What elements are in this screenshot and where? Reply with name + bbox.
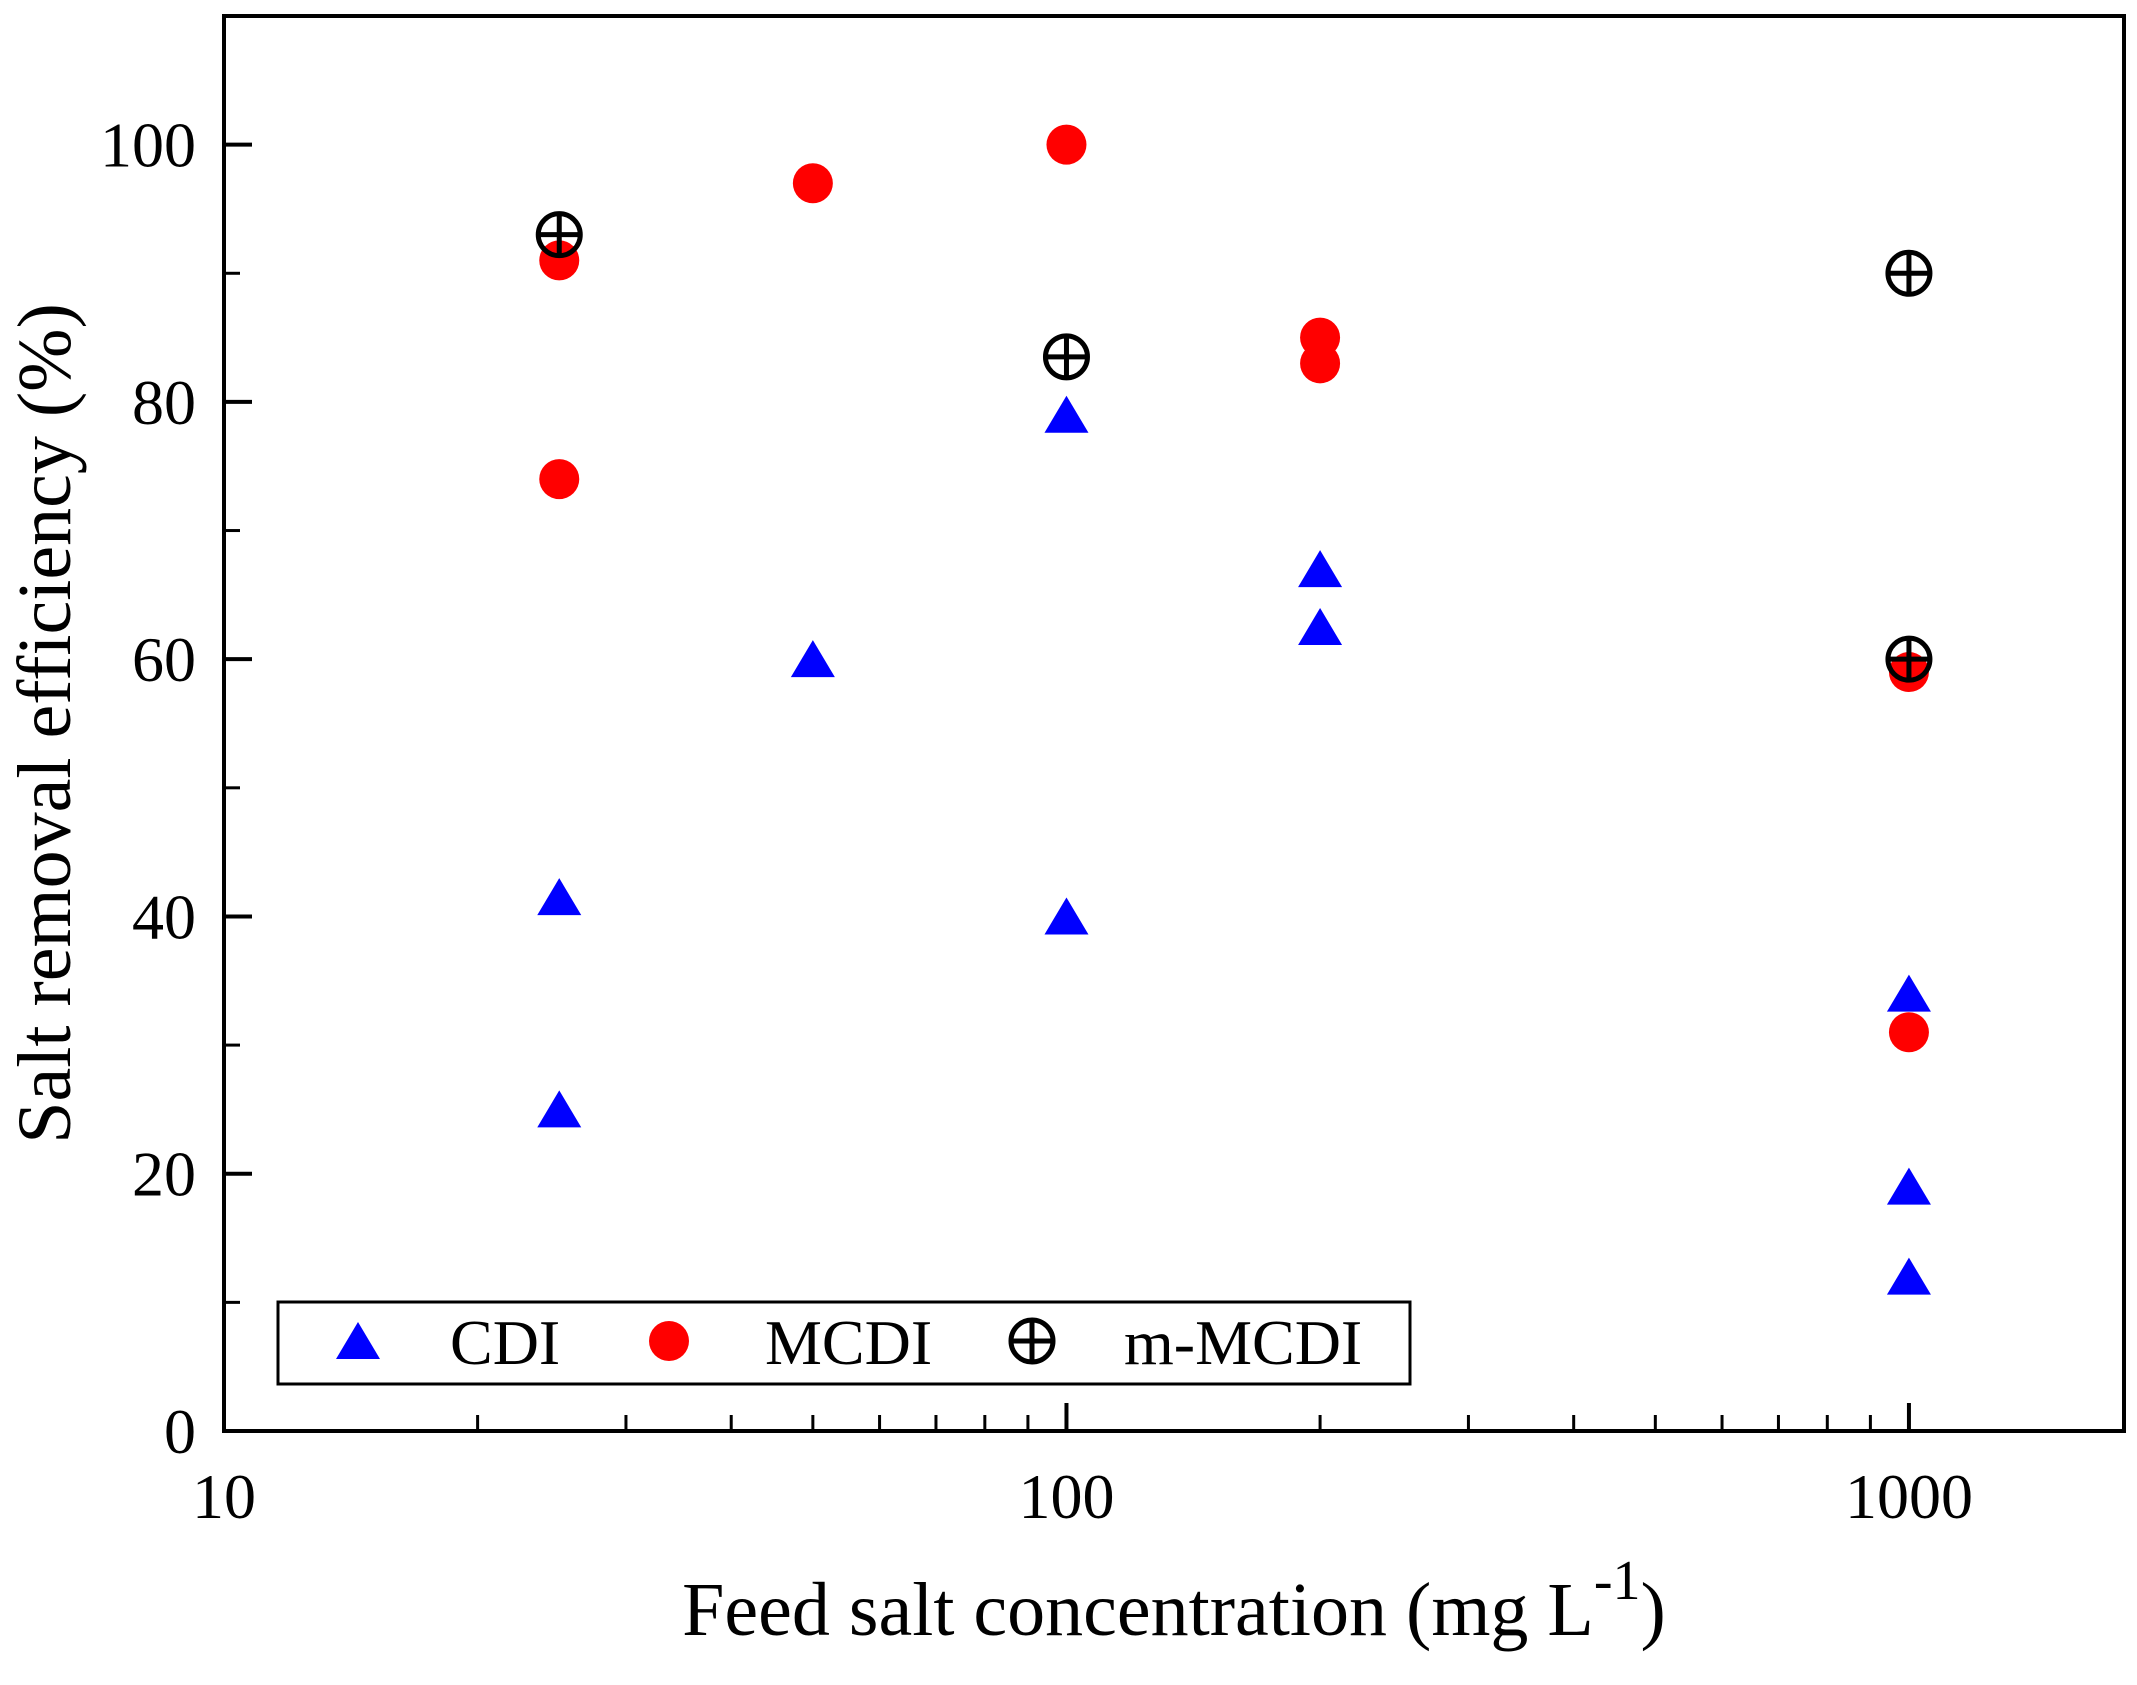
mcdi-point (1300, 343, 1341, 384)
x-tick-label: 100 (1018, 1461, 1114, 1532)
x-tick-label: 10 (192, 1461, 256, 1532)
y-axis-title: Salt removal efficiency (%) (3, 303, 87, 1144)
cdi-point (1886, 1167, 1931, 1205)
mcdi-point (539, 459, 580, 500)
axis-ticks (222, 142, 1911, 1433)
legend-box (276, 1300, 1412, 1386)
legend-cdi-label: CDI (450, 1307, 560, 1378)
axis-tick-labels: 10 100 1000 0 20 40 60 80 100 (100, 110, 1973, 1532)
cdi-point (790, 640, 835, 678)
legend-items: CDI MCDI m-MCDI (336, 1307, 1362, 1378)
cdi-point (1044, 897, 1089, 935)
cdi-point (1044, 395, 1089, 433)
cdi-point (537, 1090, 582, 1128)
cdi-point (1298, 608, 1343, 646)
legend-mcdi-marker (649, 1321, 689, 1361)
cdi-point (537, 878, 582, 916)
m-mcdi-point (535, 211, 583, 259)
legend-cdi-marker (336, 1322, 380, 1359)
legend: CDI MCDI m-MCDI (276, 1300, 1412, 1386)
m-mcdi-point (1885, 635, 1933, 683)
legend-m-mcdi-marker (1008, 1317, 1056, 1365)
y-tick-label: 0 (164, 1396, 196, 1467)
y-tick-label: 40 (132, 881, 196, 952)
mcdi-point (1046, 124, 1087, 165)
legend-mcdi-label: MCDI (765, 1307, 932, 1378)
m-mcdi-point (1885, 249, 1933, 297)
y-tick-label: 100 (100, 110, 196, 181)
x-tick-label: 1000 (1845, 1461, 1973, 1532)
y-tick-label: 20 (132, 1139, 196, 1210)
cdi-point (1298, 550, 1343, 588)
y-tick-label: 60 (132, 624, 196, 695)
m-mcdi-point (1042, 333, 1090, 381)
cdi-point (1886, 1257, 1931, 1295)
y-tick-label: 80 (132, 367, 196, 438)
plot-frame (222, 14, 2126, 1433)
mcdi-point (1888, 1012, 1929, 1053)
x-axis-title: Feed salt concentration (mg L-1) (682, 1550, 1666, 1652)
mcdi-point (792, 163, 833, 204)
legend-m-mcdi-label: m-MCDI (1124, 1307, 1362, 1378)
cdi-point (1886, 974, 1931, 1012)
data-markers (535, 124, 1933, 1295)
